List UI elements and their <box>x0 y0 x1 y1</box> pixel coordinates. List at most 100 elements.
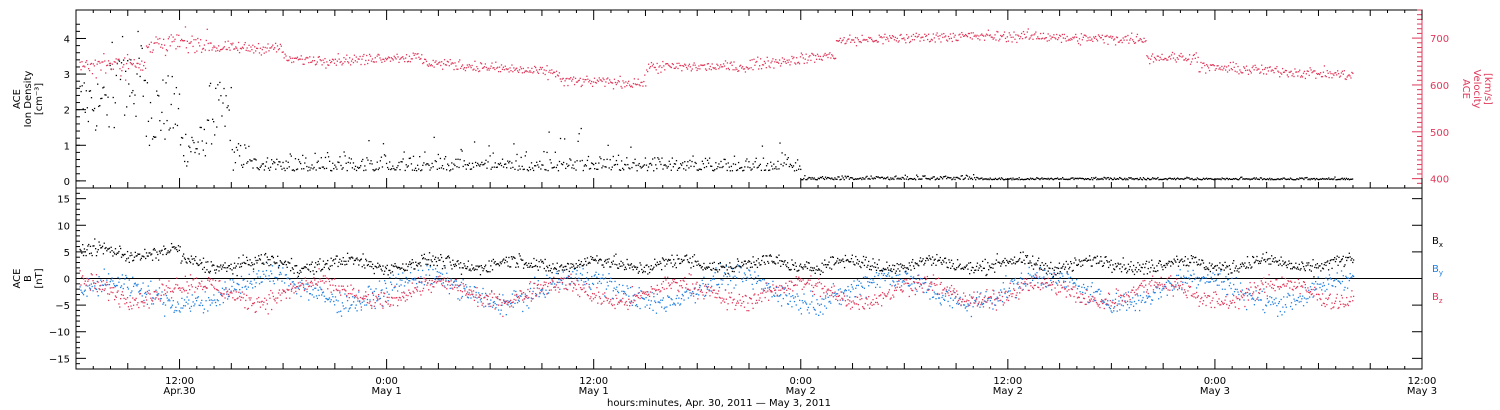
density-point <box>1172 178 1175 180</box>
by-point <box>530 297 533 299</box>
bz-point <box>300 284 302 286</box>
density-point <box>643 164 646 166</box>
density-point <box>887 176 889 178</box>
bz-point <box>525 296 527 299</box>
bz-point <box>103 289 105 292</box>
velocity-point <box>106 64 108 67</box>
density-point <box>1309 179 1311 181</box>
density-point <box>255 159 257 161</box>
bz-point <box>474 296 476 298</box>
density-point <box>144 79 146 82</box>
velocity-point <box>495 61 497 63</box>
density-point <box>502 166 505 168</box>
by-point <box>642 298 645 300</box>
bz-point <box>218 280 220 282</box>
by-point <box>256 273 258 275</box>
velocity-point <box>1297 75 1299 77</box>
density-point <box>1260 177 1263 179</box>
density-point <box>486 167 488 169</box>
density-point <box>672 166 675 168</box>
density-point <box>396 166 398 169</box>
velocity-point <box>1257 68 1259 70</box>
bz-point <box>231 292 233 294</box>
density-point <box>354 165 357 168</box>
density-point <box>927 177 929 180</box>
velocity-point <box>584 79 586 81</box>
velocity-point <box>454 62 456 64</box>
velocity-point <box>132 62 134 65</box>
velocity-point <box>725 68 728 70</box>
bz-point <box>119 306 121 308</box>
by-point <box>1224 288 1226 290</box>
by-point <box>989 299 992 302</box>
density-point <box>235 146 238 149</box>
by-point <box>812 306 815 309</box>
velocity-point <box>647 63 650 65</box>
by-point <box>970 315 973 318</box>
bz-point <box>403 297 405 299</box>
by-point <box>1174 286 1176 288</box>
density-point <box>1174 178 1177 181</box>
by-point <box>572 282 575 284</box>
by-point <box>191 294 193 296</box>
velocity-point <box>1348 74 1350 76</box>
by-point <box>1011 278 1013 281</box>
density-point <box>552 167 554 169</box>
by-point <box>563 277 565 279</box>
by-point <box>931 281 933 283</box>
velocity-point <box>622 80 624 82</box>
density-point <box>873 177 875 179</box>
density-point <box>135 115 137 117</box>
velocity-point <box>247 50 249 52</box>
density-point <box>185 133 187 136</box>
by-point <box>600 282 602 285</box>
bz-point <box>463 285 465 287</box>
by-point <box>692 292 695 295</box>
bz-point <box>544 283 546 286</box>
by-point <box>534 276 536 278</box>
by-point <box>736 277 738 279</box>
density-point <box>265 161 268 163</box>
by-point <box>801 300 803 302</box>
by-point <box>529 287 532 290</box>
velocity-point <box>471 64 473 67</box>
by-point <box>591 275 593 278</box>
velocity-point <box>1154 58 1157 60</box>
velocity-point <box>1197 56 1199 59</box>
bz-point <box>213 286 215 288</box>
by-point <box>1019 277 1022 279</box>
density-point <box>454 164 456 167</box>
velocity-point <box>1146 55 1148 57</box>
by-point <box>374 307 376 310</box>
density-point <box>692 155 694 157</box>
by-point <box>1006 291 1009 293</box>
by-point <box>1110 310 1112 312</box>
velocity-point <box>442 68 444 70</box>
bz-point <box>268 294 270 296</box>
density-point <box>1104 177 1106 179</box>
velocity-point <box>406 61 409 63</box>
by-point <box>436 270 438 273</box>
velocity-point <box>374 57 376 59</box>
bz-point <box>497 297 499 300</box>
by-point <box>659 302 661 304</box>
by-point <box>639 307 641 310</box>
velocity-point <box>1344 78 1346 80</box>
density-point <box>1226 177 1228 180</box>
bz-point <box>444 286 446 289</box>
by-point <box>288 285 290 287</box>
density-point <box>902 177 904 179</box>
velocity-point <box>320 60 322 62</box>
velocity-point <box>539 66 542 69</box>
by-point <box>1142 296 1144 299</box>
density-point <box>97 83 99 85</box>
by-point <box>281 280 283 282</box>
by-point <box>114 285 117 288</box>
density-point <box>1212 178 1214 180</box>
by-point <box>1208 281 1210 283</box>
velocity-point <box>706 63 709 65</box>
velocity-point <box>259 47 262 49</box>
by-point <box>680 298 683 300</box>
density-point <box>634 158 636 160</box>
velocity-point <box>728 69 730 71</box>
